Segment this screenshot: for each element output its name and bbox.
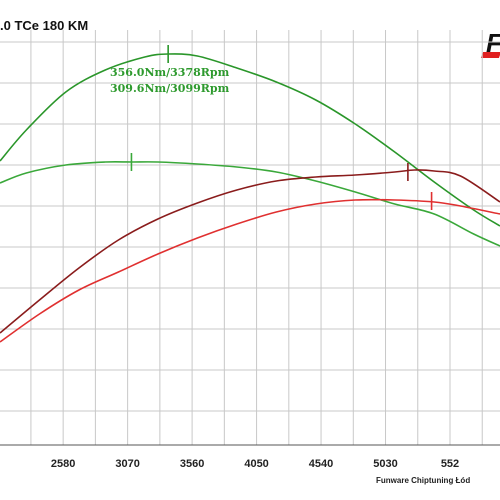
chart-annotations: 356.0Nm/3378Rpm 309.6Nm/3099Rpm [110, 66, 230, 95]
series-line-tuned-power [0, 169, 500, 334]
chart-markers [130, 45, 433, 210]
x-tick-label: 4540 [309, 458, 333, 470]
chart-curves [0, 53, 500, 343]
peak-annotation: 309.6Nm/3099Rpm [110, 82, 230, 95]
x-tick-label: 2580 [51, 458, 75, 470]
chart-grid [0, 30, 500, 446]
peak-annotation: 356.0Nm/3378Rpm [110, 66, 230, 79]
x-tick-label: 552 [441, 458, 459, 470]
x-tick-label: 5030 [373, 458, 397, 470]
footer-credit: Funware Chiptuning Łód [376, 476, 471, 485]
x-axis-ticks: 2580 3070 3560 4050 4540 5030 552 [51, 458, 459, 470]
series-line-stock-torque [0, 160, 500, 247]
series-line-tuned-torque [0, 53, 500, 227]
x-tick-label: 3070 [115, 458, 139, 470]
x-tick-label: 4050 [244, 458, 268, 470]
brand-logo: F [486, 30, 500, 56]
x-tick-label: 3560 [180, 458, 204, 470]
chart-title: .0 TCe 180 KM [0, 18, 89, 33]
